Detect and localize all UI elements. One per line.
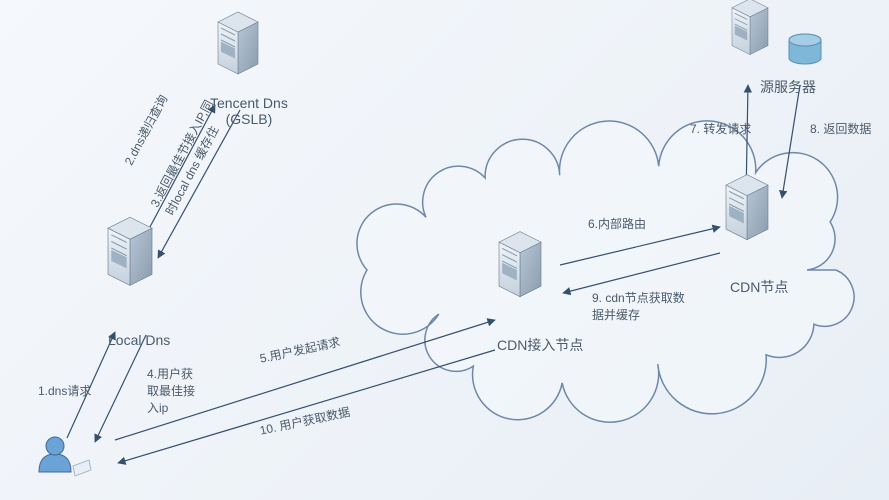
edge-e9 <box>563 253 720 293</box>
node-label: CDN接入节点 <box>497 335 583 355</box>
edge-e4 <box>95 335 146 442</box>
edge-label: 6.内部路由 <box>588 215 646 232</box>
node-label: Local Dns <box>108 332 170 348</box>
edge-label: 9. cdn节点获取数 据并缓存 <box>592 289 685 323</box>
database-icon <box>789 34 821 64</box>
edge-label: 7. 转发请求 <box>690 120 751 137</box>
cloud-shape <box>357 121 854 422</box>
server-icon <box>726 175 768 240</box>
server-icon <box>218 12 258 74</box>
edge-label: 5.用户发起请求 <box>258 333 342 367</box>
edge-label: 10. 用户获取数据 <box>258 403 352 439</box>
edge-label: 8. 返回数据 <box>810 120 871 137</box>
edge-e6 <box>560 227 720 265</box>
edge-e7 <box>746 85 748 198</box>
edge-e8 <box>782 85 800 198</box>
user-icon <box>39 437 91 476</box>
edge-label: 4.用户获 取最佳接 入ip <box>147 365 195 416</box>
node-label: CDN节点 <box>730 277 788 297</box>
edge-label: 2.dns递归查询 <box>120 92 171 168</box>
server-icon <box>499 232 541 297</box>
node-label: 源服务器 <box>760 77 816 97</box>
edge-label: 1.dns请求 <box>38 382 91 399</box>
diagram-svg <box>0 0 889 500</box>
server-icon <box>108 217 152 285</box>
server-icon <box>732 0 768 55</box>
